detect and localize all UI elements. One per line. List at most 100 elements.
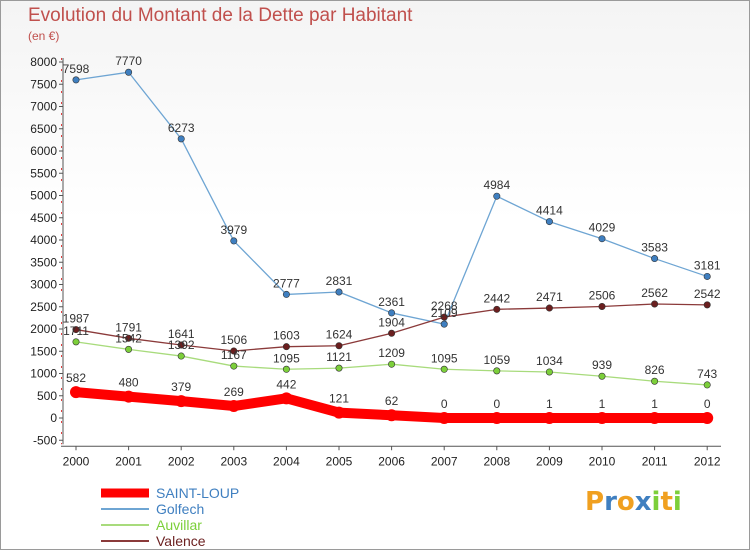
y-tick-label: -500 <box>33 433 57 447</box>
data-label: 0 <box>493 397 500 411</box>
y-tick-label: 1500 <box>30 344 57 358</box>
y-tick-label: 1000 <box>30 367 57 381</box>
x-tick-label: 2001 <box>115 454 142 468</box>
data-label: 4029 <box>589 221 616 235</box>
data-label: 1624 <box>326 328 353 342</box>
data-point <box>440 320 448 328</box>
data-label: 1095 <box>273 351 300 365</box>
y-tick-label: 3500 <box>30 255 57 269</box>
data-label: 1034 <box>536 354 563 368</box>
y-tick-label: 3000 <box>30 278 57 292</box>
data-label: 1392 <box>168 338 195 352</box>
data-label: 269 <box>224 385 244 399</box>
logo-letter: t <box>660 487 673 517</box>
data-point <box>282 343 290 351</box>
data-label: 121 <box>329 392 349 406</box>
legend-swatch <box>101 540 149 542</box>
logo-letter: i <box>651 487 661 517</box>
data-label: 0 <box>441 397 448 411</box>
data-label: 7770 <box>115 54 142 68</box>
y-tick-label: 5500 <box>30 166 57 180</box>
data-label: 480 <box>119 376 139 390</box>
data-label: 1209 <box>378 346 405 360</box>
data-point <box>438 412 451 424</box>
data-point <box>703 381 711 389</box>
data-label: 442 <box>276 377 296 391</box>
x-tick-label: 2007 <box>431 454 458 468</box>
data-label: 2471 <box>536 290 563 304</box>
data-label: 2506 <box>589 288 616 302</box>
logo-letter: x <box>634 487 652 517</box>
data-point <box>596 411 608 424</box>
data-point <box>335 288 343 296</box>
y-tick-label: 6000 <box>30 144 57 158</box>
data-point <box>72 76 80 84</box>
data-point <box>440 313 448 321</box>
data-label: 62 <box>385 394 399 408</box>
data-label: 4414 <box>536 204 563 218</box>
data-point <box>493 305 501 313</box>
proxiti-logo: Proxiti <box>585 487 682 517</box>
data-label: 2268 <box>431 299 458 313</box>
data-point <box>545 218 553 226</box>
data-point <box>388 360 396 368</box>
y-tick-label: 2500 <box>30 300 57 314</box>
data-point <box>651 255 659 263</box>
data-point <box>385 409 398 422</box>
data-point <box>125 345 133 353</box>
data-point <box>598 372 606 380</box>
data-label: 2442 <box>483 291 510 305</box>
data-point <box>177 135 185 143</box>
y-tick-label: 6500 <box>30 122 57 136</box>
legend-label: Auvillar <box>156 517 202 533</box>
data-point <box>701 412 714 424</box>
y-tick-label: 4000 <box>30 233 57 247</box>
data-point <box>125 334 133 342</box>
data-point <box>177 352 185 360</box>
data-point <box>388 329 396 337</box>
x-tick-label: 2009 <box>536 454 563 468</box>
data-point <box>543 411 556 424</box>
data-label: 2542 <box>694 287 721 301</box>
data-point <box>651 300 659 308</box>
data-label: 3979 <box>220 223 247 237</box>
data-label: 1506 <box>220 333 247 347</box>
logo-letter: r <box>604 487 617 517</box>
data-point <box>122 390 135 403</box>
y-tick-label: 7000 <box>30 100 57 114</box>
data-labels-layer: 7598 7770 6273 3979 2777 2831 2361 2109 4984 4414… <box>63 54 721 411</box>
x-tick-label: 2012 <box>694 454 721 468</box>
data-label: 826 <box>645 363 665 377</box>
data-point <box>545 304 553 312</box>
data-point <box>70 386 82 399</box>
data-label: 7598 <box>63 62 90 76</box>
y-tick-label: 7500 <box>30 77 57 91</box>
data-label: 2831 <box>326 274 353 288</box>
data-point <box>388 309 396 317</box>
data-label: 4984 <box>483 178 510 192</box>
y-tick-label: 4500 <box>30 211 57 225</box>
data-label: 2562 <box>641 286 668 300</box>
logo-letter: P <box>585 487 605 517</box>
data-point <box>335 364 343 372</box>
legend-label: Valence <box>156 533 206 549</box>
legend-swatch <box>101 488 149 498</box>
data-point <box>651 377 659 385</box>
series-line-golfech <box>75 71 708 325</box>
data-label: 1095 <box>431 351 458 365</box>
data-label: 1 <box>651 397 658 411</box>
x-tick-label: 2006 <box>378 454 405 468</box>
data-label: 2361 <box>378 295 405 309</box>
data-label: 1987 <box>63 312 90 326</box>
data-point <box>335 342 343 350</box>
data-label: 3181 <box>694 258 721 272</box>
data-point <box>333 406 345 419</box>
data-label: 1791 <box>115 320 142 334</box>
legend-label: Golfech <box>156 501 205 517</box>
x-tick-label: 2010 <box>589 454 616 468</box>
data-label: 3583 <box>641 241 668 255</box>
data-point <box>598 235 606 243</box>
data-label: 582 <box>66 371 86 385</box>
